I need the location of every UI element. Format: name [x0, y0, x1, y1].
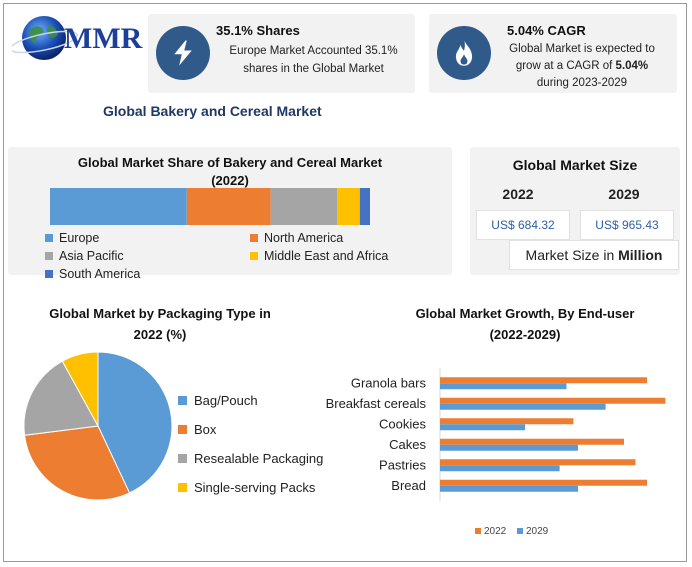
pie-slice-2	[23, 360, 99, 436]
share-segment-1	[186, 188, 271, 225]
lightning-icon	[156, 26, 210, 80]
legend-swatch	[178, 454, 187, 463]
growth-legend-label: 2029	[526, 526, 549, 537]
legend-swatch	[45, 252, 53, 260]
pie-slice-0	[97, 351, 173, 494]
category-label: Breakfast cereals	[326, 396, 427, 411]
pie-slice-3	[61, 351, 99, 427]
legend-label: Middle East and Africa	[264, 249, 389, 263]
category-label: Cakes	[389, 437, 426, 452]
share-segment-4	[359, 188, 370, 225]
legend-swatch	[178, 396, 187, 405]
bar-2029-3	[440, 444, 578, 451]
pie-chart	[23, 351, 173, 501]
legend-swatch	[178, 425, 187, 434]
legend-label: Asia Pacific	[59, 249, 124, 263]
bar-2029-1	[440, 403, 606, 410]
pie-legend-bag-pouch: Bag/Pouch	[178, 393, 258, 408]
legend-label: Resealable Packaging	[194, 451, 324, 466]
legend-label: Box	[194, 422, 217, 437]
cagr-title: 5.04% CAGR	[507, 23, 586, 38]
legend-swatch	[45, 270, 53, 278]
bar-2022-5	[440, 479, 647, 486]
bar-2029-5	[440, 485, 578, 492]
legend-swatch	[250, 234, 258, 242]
cagr-desc-line2: grow at a CAGR of 5.04%	[491, 57, 673, 75]
category-label: Bread	[391, 478, 426, 493]
flame-icon	[437, 26, 491, 80]
shares-title: 35.1% Shares	[216, 23, 300, 38]
bar-2022-0	[440, 377, 647, 384]
market-size-title: Global Market Size	[512, 157, 638, 173]
growth-chart-subtitle: (2022-2029)	[489, 327, 561, 342]
market-size-note: Market Size in Million	[509, 240, 679, 270]
year-2029-label: 2029	[608, 186, 640, 202]
legend-south-america: South America	[45, 267, 140, 281]
pie-chart-subtitle: 2022 (%)	[133, 327, 187, 342]
shares-desc-line2: shares in the Global Market	[243, 63, 384, 75]
share-segment-2	[270, 188, 338, 225]
bar-2022-3	[440, 438, 624, 445]
bar-2022-1	[440, 397, 666, 404]
market-share-title: Global Market Share of Bakery and Cereal…	[77, 155, 383, 170]
category-label: Pastries	[379, 457, 426, 472]
legend-swatch	[45, 234, 53, 242]
bar-2029-0	[440, 383, 567, 390]
stacked-bar-chart	[50, 188, 370, 225]
legend-label: North America	[264, 231, 344, 245]
share-segment-3	[337, 188, 360, 225]
growth-bar-chart: Granola bars Breakfast cereals Cookies Cake…	[326, 368, 666, 537]
pie-slice-1	[24, 425, 131, 501]
category-label: Granola bars	[351, 375, 427, 390]
growth-legend-swatch	[475, 528, 481, 534]
legend-swatch	[250, 252, 258, 260]
legend-label: South America	[59, 267, 141, 281]
growth-legend-swatch	[517, 528, 523, 534]
legend-swatch	[178, 483, 187, 492]
value-2029: US$ 965.43	[580, 210, 674, 240]
stat-card-shares: 35.1% Shares Europe Market Accounted 35.…	[148, 14, 415, 93]
bar-2029-4	[440, 465, 560, 472]
report-title: Global Bakery and Cereal Market	[103, 103, 322, 119]
shares-desc-line1: Europe Market Accounted 35.1%	[229, 45, 398, 57]
market-size-note-text: Market Size in	[525, 247, 619, 263]
pie-legend-box: Box	[178, 422, 216, 437]
growth-legend-label: 2022	[484, 526, 507, 537]
cagr-value: 5.04%	[615, 60, 649, 72]
legend-asia-pacific: Asia Pacific	[45, 249, 124, 263]
logo: MMR	[9, 12, 143, 64]
logo-text: MMR	[64, 22, 143, 55]
legend-mea: Middle East and Africa	[250, 249, 388, 263]
bar-2029-2	[440, 424, 526, 431]
cagr-desc-line3: during 2023-2029	[536, 77, 628, 89]
pie-chart-title: Global Market by Packaging Type in	[49, 306, 271, 321]
cagr-desc-line2-text: grow at a CAGR of	[515, 60, 616, 72]
legend-north-america: North America	[250, 231, 343, 245]
cagr-desc-line1: Global Market is expected to	[509, 43, 655, 55]
bar-2022-2	[440, 418, 574, 425]
pie-legend-single-serving: Single-serving Packs	[178, 480, 315, 495]
market-share-subtitle: (2022)	[211, 173, 249, 188]
legend-label: Europe	[59, 231, 100, 245]
value-2022: US$ 684.32	[476, 210, 570, 240]
market-size-unit: Million	[618, 247, 663, 263]
pie-legend-resealable: Resealable Packaging	[178, 451, 323, 466]
growth-chart-title: Global Market Growth, By End-user	[415, 306, 635, 321]
legend-label: Bag/Pouch	[194, 393, 258, 408]
category-label: Cookies	[379, 416, 426, 431]
legend-label: Single-serving Packs	[194, 480, 316, 495]
stat-card-cagr: 5.04% CAGR Global Market is expected to …	[429, 14, 677, 93]
globe-icon	[9, 16, 79, 60]
share-segment-0	[50, 188, 187, 225]
legend-europe: Europe	[45, 231, 99, 245]
year-2022-label: 2022	[502, 186, 534, 202]
bar-2022-4	[440, 459, 636, 466]
